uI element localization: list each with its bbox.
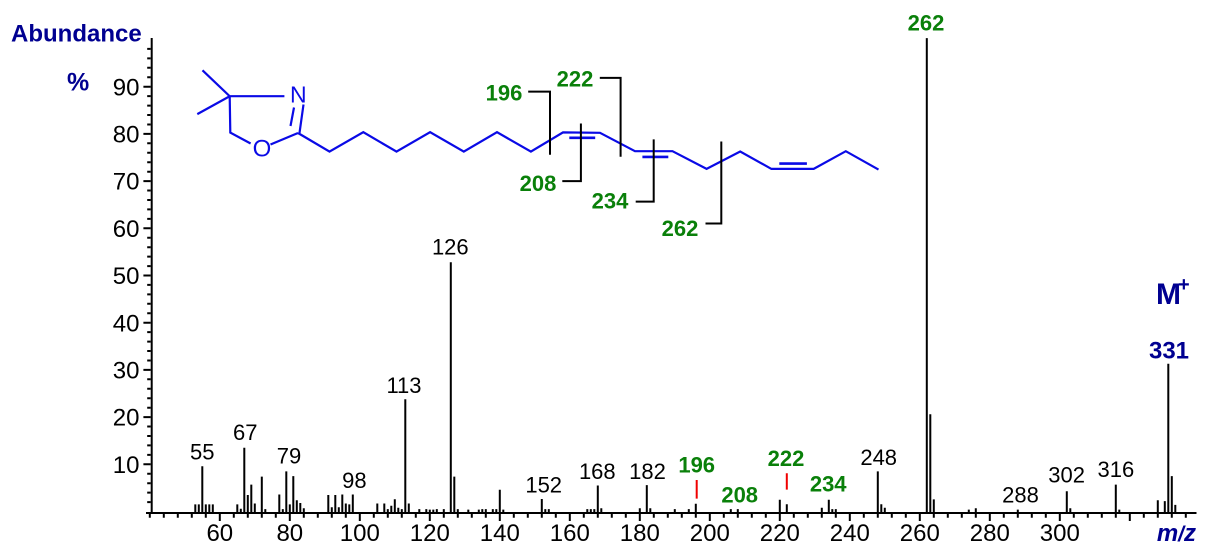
svg-text:79: 79 [277, 443, 301, 468]
svg-text:331: 331 [1149, 338, 1189, 365]
svg-text:222: 222 [557, 66, 594, 91]
svg-text:60: 60 [206, 520, 233, 547]
svg-text:100: 100 [340, 520, 380, 547]
svg-text:30: 30 [113, 358, 140, 385]
svg-text:M: M [1156, 278, 1181, 311]
svg-text:262: 262 [662, 216, 699, 241]
svg-text:160: 160 [550, 520, 590, 547]
svg-text:196: 196 [486, 80, 523, 105]
svg-text:10: 10 [113, 452, 140, 479]
svg-text:Abundance: Abundance [11, 21, 142, 48]
svg-text:316: 316 [1098, 457, 1135, 482]
svg-text:+: + [1178, 274, 1190, 296]
svg-text:234: 234 [810, 472, 847, 497]
svg-text:288: 288 [1002, 483, 1039, 508]
svg-text:168: 168 [579, 459, 616, 484]
svg-text:70: 70 [113, 169, 140, 196]
svg-text:248: 248 [860, 445, 897, 470]
svg-text:m/z: m/z [1157, 520, 1196, 547]
svg-text:180: 180 [620, 520, 660, 547]
svg-text:222: 222 [768, 446, 805, 471]
svg-text:208: 208 [520, 171, 557, 196]
svg-text:67: 67 [233, 420, 257, 445]
svg-text:140: 140 [480, 520, 520, 547]
svg-text:220: 220 [760, 520, 800, 547]
svg-text:126: 126 [432, 234, 469, 259]
svg-text:50: 50 [113, 263, 140, 290]
svg-text:262: 262 [908, 11, 945, 36]
svg-text:40: 40 [113, 310, 140, 337]
svg-text:300: 300 [1040, 520, 1080, 547]
svg-text:152: 152 [525, 473, 562, 498]
svg-text:234: 234 [592, 188, 629, 213]
svg-text:%: % [67, 69, 89, 97]
svg-text:N: N [290, 82, 307, 108]
svg-text:O: O [253, 136, 272, 163]
svg-text:280: 280 [970, 520, 1010, 547]
svg-text:55: 55 [190, 439, 214, 464]
svg-text:200: 200 [690, 520, 730, 547]
svg-text:182: 182 [629, 459, 666, 484]
svg-text:90: 90 [113, 74, 140, 101]
svg-text:113: 113 [386, 373, 421, 398]
svg-text:302: 302 [1048, 463, 1085, 488]
svg-text:98: 98 [342, 468, 366, 493]
svg-text:208: 208 [721, 482, 758, 507]
svg-text:20: 20 [113, 405, 140, 432]
svg-text:120: 120 [410, 520, 450, 547]
svg-text:260: 260 [900, 520, 940, 547]
svg-text:80: 80 [113, 122, 140, 149]
svg-text:60: 60 [113, 216, 140, 243]
svg-text:196: 196 [678, 452, 715, 477]
svg-text:240: 240 [830, 520, 870, 547]
svg-text:80: 80 [276, 520, 303, 547]
